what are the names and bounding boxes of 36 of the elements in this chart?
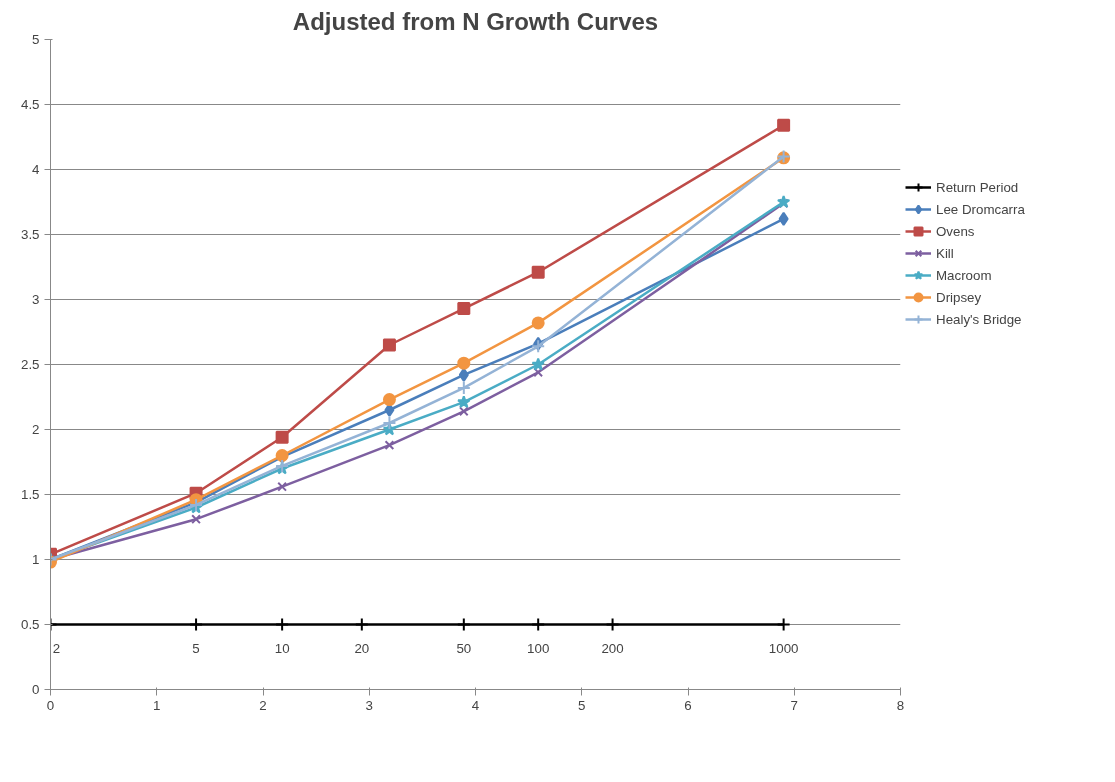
chart-title: Adjusted from N Growth Curves [292,7,659,35]
legend-label: Ovens [936,223,975,239]
y-tick-label: 5 [32,32,40,47]
x-tick-label: 3 [365,697,373,713]
y-tick-label: 1.5 [20,487,40,502]
y-tick-label: 4 [32,162,41,177]
y-tick-label: 3 [32,292,40,307]
annotation: 200 [601,640,624,656]
legend-label: Healy's Bridge [936,311,1022,327]
x-tick-label: 7 [790,697,798,713]
annotation: 10 [274,640,290,656]
x-tick-label: 5 [578,697,586,713]
y-tick-label: 3.5 [20,227,40,242]
y-tick-label: 1 [32,552,40,567]
x-tick-label: 8 [896,697,905,713]
y-tick-label: 4.5 [20,97,40,112]
y-tick-label: 2.5 [20,357,40,372]
annotation: 5 [192,640,200,656]
annotation: 20 [354,640,370,656]
y-tick-label: 0.5 [20,617,40,632]
legend-label: Kill [936,245,955,261]
legend-label: Return Period [936,179,1019,195]
legend-label: Macroom [936,267,992,283]
x-tick-label: 2 [259,697,267,713]
annotation: 100 [527,640,550,656]
annotation: 2 [52,640,61,656]
y-tick-label: 0 [32,682,40,697]
annotation: 50 [456,640,472,656]
x-tick-label: 0 [46,697,55,713]
x-tick-label: 6 [684,697,692,713]
legend-label: Dripsey [936,289,982,305]
x-tick-label: 4 [471,697,480,713]
annotation: 1000 [768,640,799,656]
legend-label: Lee Dromcarra [936,201,1025,217]
x-tick-label: 1 [153,697,161,713]
y-tick-label: 2 [32,422,40,437]
